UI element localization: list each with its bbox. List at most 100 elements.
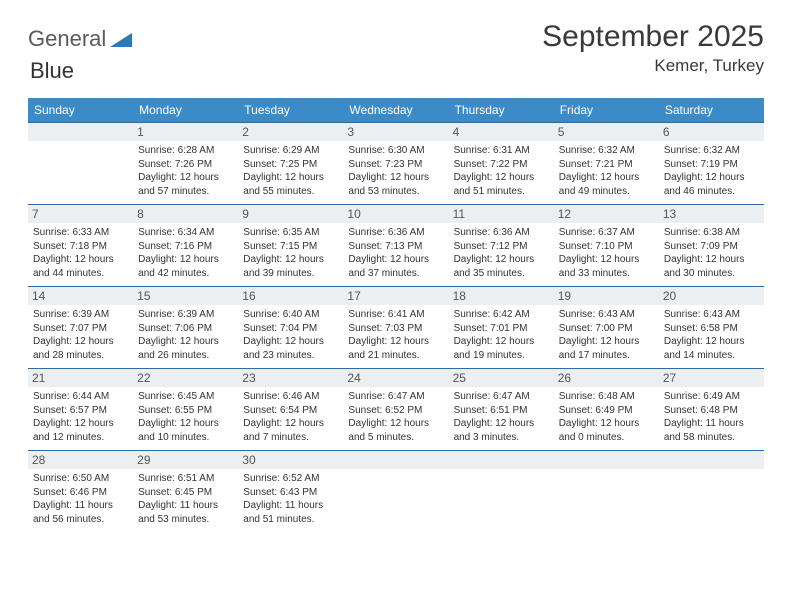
day-number: 25 [449,369,554,387]
daylight1: Daylight: 12 hours [454,171,549,185]
day-info: Sunrise: 6:43 AMSunset: 6:58 PMDaylight:… [664,308,759,362]
daylight2: and 55 minutes. [243,185,338,199]
sunset: Sunset: 7:16 PM [138,240,233,254]
day-info: Sunrise: 6:33 AMSunset: 7:18 PMDaylight:… [33,226,128,280]
day-number: 28 [28,451,133,469]
daylight1: Daylight: 12 hours [138,417,233,431]
day-info: Sunrise: 6:29 AMSunset: 7:25 PMDaylight:… [243,144,338,198]
sunset: Sunset: 7:01 PM [454,322,549,336]
daylight2: and 17 minutes. [559,349,654,363]
daylight2: and 0 minutes. [559,431,654,445]
sunrise: Sunrise: 6:44 AM [33,390,128,404]
day-cell: 19Sunrise: 6:43 AMSunset: 7:00 PMDayligh… [554,286,659,368]
sunset: Sunset: 7:23 PM [348,158,443,172]
daylight1: Daylight: 12 hours [33,335,128,349]
day-info: Sunrise: 6:35 AMSunset: 7:15 PMDaylight:… [243,226,338,280]
day-cell: 26Sunrise: 6:48 AMSunset: 6:49 PMDayligh… [554,368,659,450]
day-cell: 7Sunrise: 6:33 AMSunset: 7:18 PMDaylight… [28,204,133,286]
day-info: Sunrise: 6:36 AMSunset: 7:13 PMDaylight:… [348,226,443,280]
sunrise: Sunrise: 6:42 AM [454,308,549,322]
sunrise: Sunrise: 6:28 AM [138,144,233,158]
sunrise: Sunrise: 6:29 AM [243,144,338,158]
day-cell: 29Sunrise: 6:51 AMSunset: 6:45 PMDayligh… [133,450,238,532]
sunset: Sunset: 6:51 PM [454,404,549,418]
daylight1: Daylight: 12 hours [559,171,654,185]
day-number: 12 [554,205,659,223]
day-number: 13 [659,205,764,223]
daylight1: Daylight: 12 hours [348,335,443,349]
sunset: Sunset: 7:04 PM [243,322,338,336]
day-number: 18 [449,287,554,305]
daylight1: Daylight: 12 hours [348,253,443,267]
sunset: Sunset: 7:09 PM [664,240,759,254]
brand-part1: General [28,26,106,52]
dow-header: Monday [133,98,238,122]
daylight1: Daylight: 12 hours [559,253,654,267]
daylight2: and 57 minutes. [138,185,233,199]
daylight1: Daylight: 12 hours [243,253,338,267]
sunset: Sunset: 7:07 PM [33,322,128,336]
daylight1: Daylight: 12 hours [559,335,654,349]
day-number: 15 [133,287,238,305]
day-number: 1 [133,123,238,141]
sunrise: Sunrise: 6:32 AM [559,144,654,158]
day-info: Sunrise: 6:44 AMSunset: 6:57 PMDaylight:… [33,390,128,444]
day-cell: 28Sunrise: 6:50 AMSunset: 6:46 PMDayligh… [28,450,133,532]
sunset: Sunset: 7:19 PM [664,158,759,172]
daylight1: Daylight: 12 hours [33,417,128,431]
daylight2: and 35 minutes. [454,267,549,281]
day-number: 20 [659,287,764,305]
day-info: Sunrise: 6:30 AMSunset: 7:23 PMDaylight:… [348,144,443,198]
day-cell: 5Sunrise: 6:32 AMSunset: 7:21 PMDaylight… [554,122,659,204]
day-cell: 10Sunrise: 6:36 AMSunset: 7:13 PMDayligh… [343,204,448,286]
daylight1: Daylight: 12 hours [454,335,549,349]
empty-cell [343,450,448,532]
day-cell: 21 Sunrise: 6:44 AMSunset: 6:57 PMDayligh… [28,368,133,450]
month-title: September 2025 [542,20,764,54]
daylight1: Daylight: 12 hours [243,171,338,185]
daylight1: Daylight: 11 hours [243,499,338,513]
day-number: 23 [238,369,343,387]
sunset: Sunset: 7:15 PM [243,240,338,254]
daylight1: Daylight: 12 hours [664,171,759,185]
day-number: 21 [28,369,133,387]
daylight1: Daylight: 11 hours [33,499,128,513]
day-number: 27 [659,369,764,387]
sunrise: Sunrise: 6:41 AM [348,308,443,322]
day-cell: 11Sunrise: 6:36 AMSunset: 7:12 PMDayligh… [449,204,554,286]
day-number-empty [28,123,133,141]
day-number: 2 [238,123,343,141]
daylight1: Daylight: 12 hours [243,417,338,431]
daylight2: and 53 minutes. [348,185,443,199]
daylight2: and 19 minutes. [454,349,549,363]
day-cell: 4Sunrise: 6:31 AMSunset: 7:22 PMDaylight… [449,122,554,204]
sunset: Sunset: 6:49 PM [559,404,654,418]
day-number: 5 [554,123,659,141]
day-info: Sunrise: 6:32 AMSunset: 7:19 PMDaylight:… [664,144,759,198]
sunrise: Sunrise: 6:40 AM [243,308,338,322]
calendar-grid: SundayMondayTuesdayWednesdayThursdayFrid… [28,98,764,532]
daylight2: and 12 minutes. [33,431,128,445]
daylight2: and 58 minutes. [664,431,759,445]
day-number-empty [659,451,764,469]
day-cell: 16Sunrise: 6:40 AMSunset: 7:04 PMDayligh… [238,286,343,368]
triangle-icon [110,31,132,47]
daylight2: and 42 minutes. [138,267,233,281]
day-info: Sunrise: 6:47 AMSunset: 6:52 PMDaylight:… [348,390,443,444]
sunrise: Sunrise: 6:35 AM [243,226,338,240]
daylight2: and 37 minutes. [348,267,443,281]
sunset: Sunset: 6:45 PM [138,486,233,500]
sunrise: Sunrise: 6:46 AM [243,390,338,404]
daylight1: Daylight: 12 hours [664,253,759,267]
day-number: 16 [238,287,343,305]
day-cell: 27Sunrise: 6:49 AMSunset: 6:48 PMDayligh… [659,368,764,450]
day-number: 4 [449,123,554,141]
daylight1: Daylight: 12 hours [559,417,654,431]
day-number: 30 [238,451,343,469]
daylight2: and 51 minutes. [454,185,549,199]
sunrise: Sunrise: 6:32 AM [664,144,759,158]
day-number-empty [449,451,554,469]
day-number: 11 [449,205,554,223]
day-number: 6 [659,123,764,141]
day-number: 14 [28,287,133,305]
